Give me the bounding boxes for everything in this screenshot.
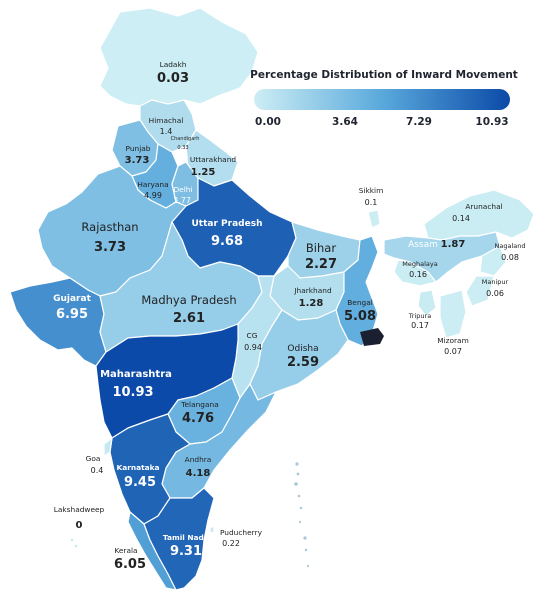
andaman-nicobar-islands — [294, 462, 310, 568]
region-label-name: Meghalaya — [402, 260, 437, 268]
region-label-value: 3.73 — [94, 240, 126, 255]
legend-color-bar — [254, 89, 510, 110]
region-labels: Ladakh 0.03 Himachal 1.4 Chandigarh 0.33… — [53, 60, 525, 572]
region-label-name: Puducherry — [220, 528, 263, 537]
state-regions — [9, 7, 535, 591]
region-ladakh — [99, 7, 259, 107]
region-nagaland — [479, 245, 507, 277]
region-label-name: Jharkhand — [293, 286, 332, 295]
region-label-name: Andhra — [185, 455, 212, 464]
region-label-name: Odisha — [287, 344, 318, 354]
region-label-value: 9.68 — [211, 234, 243, 249]
lakshadweep-islands — [70, 538, 78, 548]
region-label-value: 9.31 — [170, 544, 202, 559]
region-label-value: 6.95 — [56, 307, 88, 322]
region-tripura — [417, 289, 437, 317]
legend-tick: 7.29 — [406, 116, 432, 128]
region-label-value: 4.99 — [144, 191, 162, 200]
region-label-name: Kerala — [114, 546, 137, 555]
region-label-name: Lakshadweep — [54, 505, 105, 514]
region-label-value: 4.76 — [182, 411, 214, 426]
region-label-name: Chandigarh — [171, 136, 200, 142]
legend-title: Percentage Distribution of Inward Moveme… — [250, 69, 518, 81]
legend-tick: 3.64 — [332, 116, 358, 128]
region-odisha — [249, 309, 349, 401]
region-label-name: Tamil Nadu — [163, 533, 209, 542]
region-label-name: Arunachal — [465, 202, 502, 211]
region-label-name: Nagaland — [495, 242, 526, 250]
region-label-name: Karnataka — [116, 463, 159, 472]
region-label-value: 9.45 — [124, 475, 156, 490]
region-tn — [143, 487, 215, 591]
region-label-value: 0.17 — [411, 321, 429, 330]
region-label-name: Tripura — [408, 312, 431, 320]
region-label-name: Manipur — [482, 278, 509, 286]
region-label-name: Maharashtra — [100, 369, 172, 380]
region-label-value: 5.08 — [344, 309, 376, 324]
legend-tick: 10.93 — [475, 116, 508, 128]
region-label-name: Mizoram — [437, 336, 469, 345]
sundarbans-detail — [360, 328, 384, 346]
region-puducherry — [209, 525, 215, 534]
region-label-value: 0.16 — [409, 270, 427, 279]
region-goa — [103, 437, 113, 457]
region-label-value: 1.25 — [191, 167, 216, 178]
region-label-name: Bihar — [306, 241, 336, 255]
region-label-name: Punjab — [126, 144, 151, 153]
region-label-name: Goa — [86, 454, 101, 463]
region-label-value: 3.73 — [125, 155, 150, 166]
region-label-value: 1.87 — [441, 239, 466, 250]
region-label-value: 0.08 — [501, 253, 519, 262]
region-label-name: Uttar Pradesh — [192, 219, 263, 229]
region-label-name: Haryana — [137, 180, 168, 189]
region-label-value: 1.4 — [160, 127, 173, 136]
region-label-value: 0.22 — [222, 539, 240, 548]
legend: Percentage Distribution of Inward Moveme… — [250, 69, 518, 128]
region-label-value: 2.59 — [287, 355, 319, 370]
region-label-value: 1.28 — [299, 298, 324, 309]
region-label-name: CG — [247, 331, 258, 340]
region-label-value: 0 — [76, 520, 83, 531]
region-mizoram — [439, 289, 467, 339]
region-meghalaya — [393, 259, 437, 287]
region-label-name: Uttarakhand — [190, 155, 236, 164]
region-label-name: Ladakh — [160, 60, 187, 69]
region-label-value: 0.1 — [365, 198, 378, 207]
region-label-value: 0.4 — [91, 466, 104, 475]
region-label-value: 10.93 — [112, 385, 153, 400]
region-label-value: 0.06 — [486, 289, 504, 298]
region-gujarat — [9, 277, 107, 367]
region-label-value: 4.18 — [186, 468, 211, 479]
region-label-name: Gujarat — [53, 294, 91, 304]
region-label-name: Delhi — [173, 185, 192, 194]
region-label-value: 3.77 — [173, 196, 191, 205]
region-label-value: 0.14 — [452, 214, 470, 223]
region-label-value: 0.03 — [157, 71, 189, 86]
legend-tick: 0.00 — [255, 116, 281, 128]
region-label-name: Rajasthan — [81, 220, 138, 234]
region-label-name: Sikkim — [359, 186, 384, 195]
region-karnataka — [109, 413, 191, 525]
region-label-name: Assam — [408, 240, 438, 250]
region-label-value: 6.05 — [114, 557, 146, 572]
region-arunachal — [423, 189, 535, 241]
region-label-name: Telangana — [180, 400, 219, 409]
region-label-value: 2.61 — [173, 311, 205, 326]
region-label-name: Bengal — [347, 298, 373, 307]
region-label-name: Himachal — [149, 116, 184, 125]
region-sikkim — [367, 209, 381, 229]
region-label-value: 0.33 — [177, 145, 188, 151]
region-label-value: 0.94 — [244, 343, 262, 352]
region-label-name: Madhya Pradesh — [141, 293, 236, 307]
region-label-value: 2.27 — [305, 257, 337, 272]
region-label-value: 0.07 — [444, 347, 462, 356]
region-manipur — [465, 275, 495, 307]
